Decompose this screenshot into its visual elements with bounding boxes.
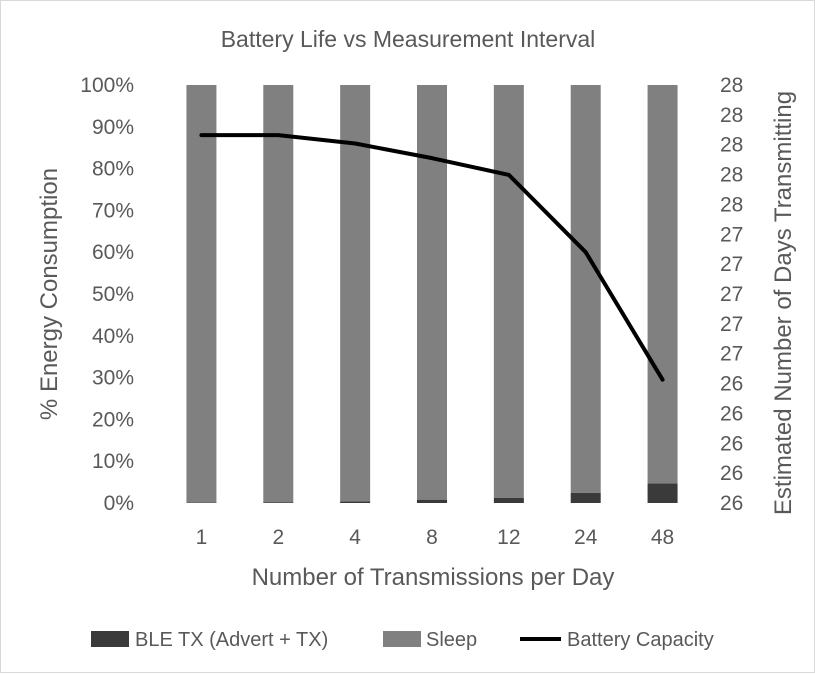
legend-label-sleep: Sleep bbox=[426, 629, 477, 651]
bar-ble-tx-24 bbox=[571, 493, 601, 503]
x-tick-label: 48 bbox=[651, 526, 674, 549]
bar-ble-tx-4 bbox=[340, 501, 370, 503]
y2-tick-label: 26 bbox=[720, 373, 743, 396]
chart-title: Battery Life vs Measurement Interval bbox=[221, 26, 596, 52]
legend-swatch-sleep bbox=[383, 631, 421, 647]
y2-tick-label: 27 bbox=[720, 283, 743, 306]
x-tick-label: 1 bbox=[196, 526, 208, 549]
legend-label-ble-tx: BLE TX (Advert + TX) bbox=[135, 629, 328, 651]
y2-tick-label: 28 bbox=[720, 134, 743, 157]
y2-tick-label: 26 bbox=[720, 432, 743, 455]
bar-ble-tx-2 bbox=[263, 502, 293, 503]
y2-tick-label: 28 bbox=[720, 104, 743, 127]
y-tick-label: 10% bbox=[92, 450, 134, 473]
y2-tick-label: 26 bbox=[720, 492, 743, 515]
bar-sleep-12 bbox=[494, 85, 524, 498]
x-tick-label: 12 bbox=[497, 526, 520, 549]
y2-tick-label: 27 bbox=[720, 343, 743, 366]
y2-tick-label: 26 bbox=[720, 462, 743, 485]
x-tick-label: 2 bbox=[272, 526, 284, 549]
y2-tick-label: 27 bbox=[720, 313, 743, 336]
bar-sleep-48 bbox=[648, 85, 678, 483]
bar-sleep-24 bbox=[571, 85, 601, 493]
y-tick-label: 30% bbox=[92, 367, 134, 390]
y-tick-label: 80% bbox=[92, 158, 134, 181]
y-tick-label: 0% bbox=[104, 492, 134, 515]
y-tick-label: 60% bbox=[92, 241, 134, 264]
y-axis-ticks: 0% 10% 20% 30% 40% 50% 60% 70% 80% 90% 100% bbox=[80, 74, 134, 515]
y2-axis-ticks: 26 26 26 26 26 27 27 27 27 27 28 28 28 28 28 bbox=[720, 74, 743, 515]
y2-tick-label: 27 bbox=[720, 223, 743, 246]
legend: BLE TX (Advert + TX) Sleep Battery Capac… bbox=[91, 629, 714, 651]
x-axis-title: Number of Transmissions per Day bbox=[252, 564, 615, 591]
y-tick-label: 70% bbox=[92, 199, 134, 222]
bar-ble-tx-8 bbox=[417, 500, 447, 503]
legend-swatch-ble-tx bbox=[91, 631, 129, 647]
x-tick-label: 24 bbox=[574, 526, 598, 549]
bar-ble-tx-12 bbox=[494, 498, 524, 503]
y2-axis-title: Estimated Number of Days Transmitting bbox=[770, 91, 797, 515]
x-tick-label: 4 bbox=[349, 526, 361, 549]
y-axis-title: % Energy Consumption bbox=[36, 168, 63, 420]
bar-sleep-8 bbox=[417, 85, 447, 500]
y-tick-label: 20% bbox=[92, 408, 134, 431]
y2-tick-label: 27 bbox=[720, 253, 743, 276]
y2-tick-label: 28 bbox=[720, 74, 743, 97]
y2-tick-label: 28 bbox=[720, 164, 743, 187]
y-tick-label: 50% bbox=[92, 283, 134, 306]
bar-sleep-1 bbox=[186, 85, 216, 503]
y2-tick-label: 26 bbox=[720, 402, 743, 425]
y-tick-label: 40% bbox=[92, 325, 134, 348]
y-tick-label: 90% bbox=[92, 116, 134, 139]
y-tick-label: 100% bbox=[80, 74, 134, 97]
y2-tick-label: 28 bbox=[720, 193, 743, 216]
bar-ble-tx-48 bbox=[648, 483, 678, 503]
legend-label-battery-capacity: Battery Capacity bbox=[567, 629, 714, 651]
x-tick-label: 8 bbox=[426, 526, 438, 549]
bar-sleep-2 bbox=[263, 85, 293, 502]
bar-layer bbox=[186, 85, 677, 503]
